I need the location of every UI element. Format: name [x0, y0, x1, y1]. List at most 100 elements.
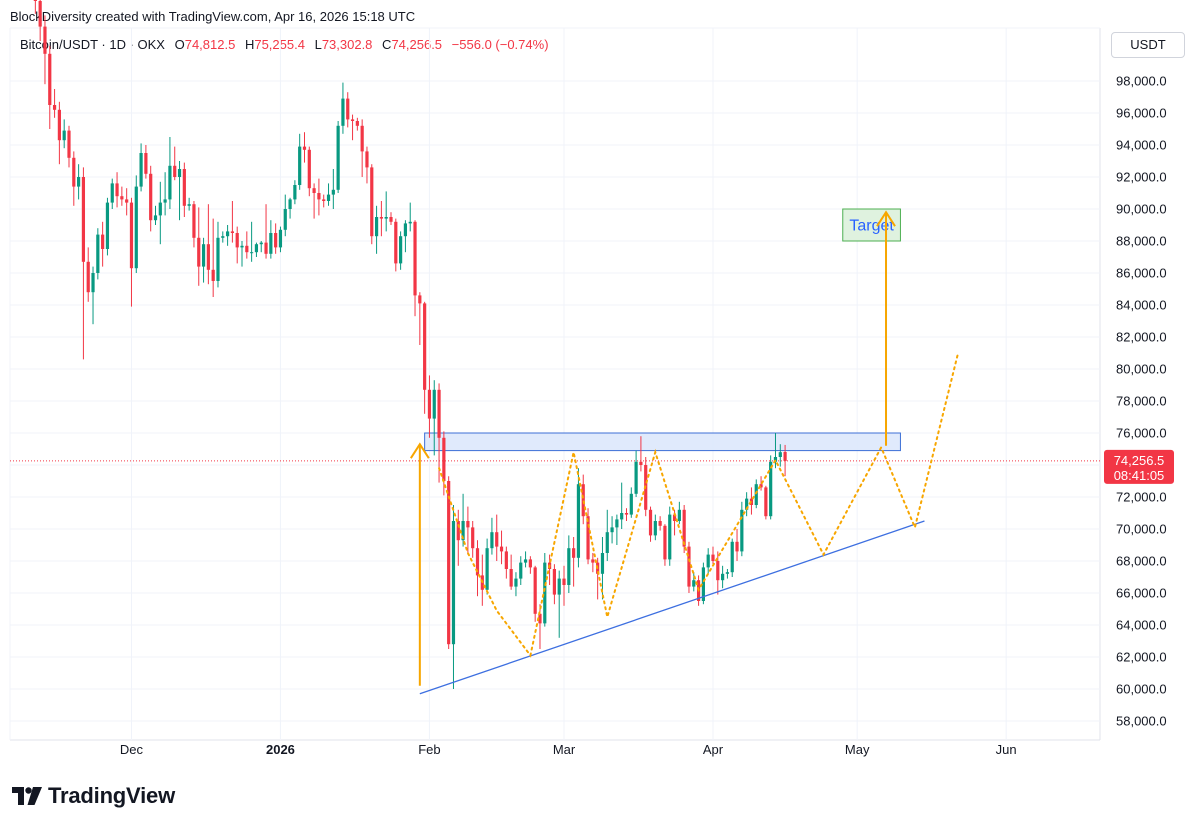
- candle-body: [682, 509, 686, 547]
- candle-body: [129, 202, 134, 269]
- price-tick-label: 60,000.0: [1116, 682, 1167, 697]
- candle-body: [581, 484, 585, 517]
- ascending-trendline: [419, 520, 925, 695]
- candle-body: [240, 245, 244, 248]
- candle-body: [149, 173, 153, 221]
- chart-drawings-back: Target: [10, 208, 1100, 462]
- time-tick-label: Dec: [120, 742, 144, 757]
- price-tick-label: 58,000.0: [1116, 714, 1167, 729]
- candle-body: [591, 559, 595, 563]
- candle-body: [586, 516, 590, 560]
- candle-body: [475, 548, 480, 576]
- candle-body: [355, 121, 359, 126]
- price-tick-label: 94,000.0: [1116, 138, 1167, 153]
- candle-body: [57, 109, 61, 141]
- candle-body: [346, 98, 350, 120]
- candle-body: [254, 244, 259, 253]
- chart-drawings-front: [409, 210, 960, 695]
- candle-body: [91, 273, 95, 293]
- candle-body: [605, 532, 609, 553]
- open-value: 74,812.5: [184, 37, 236, 52]
- candle-body: [115, 183, 119, 197]
- price-tick-label: 68,000.0: [1116, 554, 1167, 569]
- price-tick-label: 62,000.0: [1116, 650, 1167, 665]
- candle-body: [245, 245, 249, 253]
- candle-body: [721, 573, 725, 581]
- candle-body: [538, 613, 542, 624]
- candle-body: [120, 196, 124, 200]
- candle-body: [677, 509, 681, 521]
- candle-body: [778, 452, 782, 457]
- candle-body: [139, 153, 143, 187]
- tradingview-brand[interactable]: TradingView: [12, 782, 175, 810]
- candle-body: [173, 165, 177, 177]
- last-price-badge-bg: [1104, 449, 1174, 484]
- candle-body: [672, 514, 677, 521]
- candle-body: [269, 233, 273, 254]
- candle-body: [557, 578, 561, 595]
- candle-body: [379, 217, 383, 219]
- candle-body: [389, 217, 393, 222]
- time-tick-label: May: [845, 742, 870, 757]
- price-tick-label: 70,000.0: [1116, 522, 1167, 537]
- price-tick-label: 64,000.0: [1116, 618, 1167, 633]
- candle-body: [615, 519, 619, 528]
- tradingview-logo-icon: [12, 787, 42, 805]
- candle-body: [533, 567, 537, 614]
- candle-body: [495, 532, 499, 547]
- last-price-badge: 74,256.508:41:05: [1104, 449, 1174, 484]
- price-tick-label: 92,000.0: [1116, 170, 1167, 185]
- candle-body: [442, 437, 446, 481]
- candle-body: [634, 461, 638, 494]
- candle-body: [293, 185, 297, 200]
- candle-body: [711, 554, 715, 561]
- candle-body: [197, 237, 201, 267]
- candle-body: [466, 521, 470, 528]
- currency-button[interactable]: USDT: [1111, 32, 1185, 58]
- candle-body: [399, 236, 403, 264]
- candle-body: [663, 525, 667, 560]
- candle-body: [283, 209, 287, 230]
- symbol-name[interactable]: Bitcoin/USDT · 1D · OKX: [20, 37, 165, 52]
- candle-body: [187, 204, 191, 206]
- candle-body: [730, 541, 734, 573]
- candle-body: [504, 551, 508, 569]
- change-value: −556.0 (−0.74%): [451, 37, 549, 52]
- candle-body: [701, 567, 705, 601]
- price-tick-label: 72,000.0: [1116, 490, 1167, 505]
- candle-body: [562, 578, 566, 585]
- candle-body: [33, 0, 37, 1]
- candle-body: [600, 553, 605, 574]
- candle-body: [81, 177, 86, 262]
- candle-body: [302, 146, 307, 150]
- candle-body: [692, 580, 696, 587]
- candle-body: [38, 1, 42, 27]
- candle-body: [168, 165, 172, 200]
- candle-body: [177, 169, 182, 177]
- price-tick-label: 82,000.0: [1116, 330, 1167, 345]
- candle-body: [740, 509, 744, 552]
- chart-grid: [9, 27, 1101, 741]
- candle-body: [278, 229, 283, 248]
- candle-body: [490, 532, 494, 549]
- candle-body: [360, 125, 364, 152]
- candle-body: [624, 513, 629, 515]
- candle-body: [216, 237, 220, 281]
- candle-body: [307, 149, 311, 189]
- candle-body: [134, 186, 138, 269]
- candle-body: [153, 215, 158, 221]
- candle-body: [341, 98, 345, 126]
- candle-body: [456, 521, 460, 541]
- candle-body: [687, 546, 691, 587]
- candle-body: [235, 233, 239, 248]
- candle-body: [350, 119, 355, 121]
- price-axis: 58,000.0 60,000.0 62,000.0 64,000.0 66,000.0…: [1116, 74, 1167, 729]
- resistance-zone: [424, 432, 901, 452]
- candle-body: [668, 514, 672, 560]
- candle-body: [43, 26, 47, 54]
- candle-body: [322, 199, 326, 201]
- candle-body: [144, 153, 148, 174]
- candle-body: [225, 231, 230, 237]
- candle-body: [567, 548, 571, 585]
